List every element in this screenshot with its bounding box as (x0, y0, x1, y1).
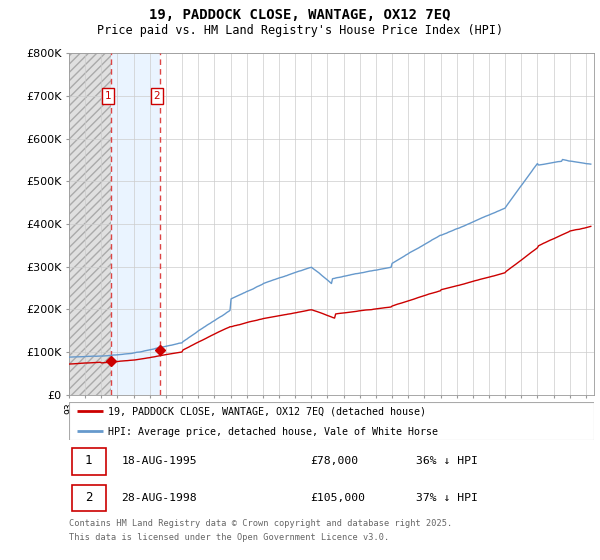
Text: 1: 1 (85, 454, 92, 468)
Text: 1: 1 (105, 91, 112, 101)
Text: 28-AUG-1998: 28-AUG-1998 (121, 493, 197, 503)
Text: 2: 2 (85, 491, 92, 505)
Text: This data is licensed under the Open Government Licence v3.0.: This data is licensed under the Open Gov… (69, 533, 389, 542)
Text: £105,000: £105,000 (311, 493, 365, 503)
Bar (69, 53, 112, 395)
Polygon shape (69, 53, 112, 395)
Text: 18-AUG-1995: 18-AUG-1995 (121, 456, 197, 466)
FancyBboxPatch shape (71, 485, 106, 511)
Text: 19, PADDOCK CLOSE, WANTAGE, OX12 7EQ (detached house): 19, PADDOCK CLOSE, WANTAGE, OX12 7EQ (de… (109, 407, 427, 417)
Text: £78,000: £78,000 (311, 456, 359, 466)
Text: Contains HM Land Registry data © Crown copyright and database right 2025.: Contains HM Land Registry data © Crown c… (69, 519, 452, 528)
FancyBboxPatch shape (69, 402, 594, 440)
Text: 36% ↓ HPI: 36% ↓ HPI (415, 456, 478, 466)
FancyBboxPatch shape (71, 448, 106, 474)
Text: 2: 2 (154, 91, 160, 101)
Bar (112, 53, 160, 395)
Text: 19, PADDOCK CLOSE, WANTAGE, OX12 7EQ: 19, PADDOCK CLOSE, WANTAGE, OX12 7EQ (149, 8, 451, 22)
Text: 37% ↓ HPI: 37% ↓ HPI (415, 493, 478, 503)
Text: HPI: Average price, detached house, Vale of White Horse: HPI: Average price, detached house, Vale… (109, 427, 439, 437)
Text: Price paid vs. HM Land Registry's House Price Index (HPI): Price paid vs. HM Land Registry's House … (97, 24, 503, 36)
